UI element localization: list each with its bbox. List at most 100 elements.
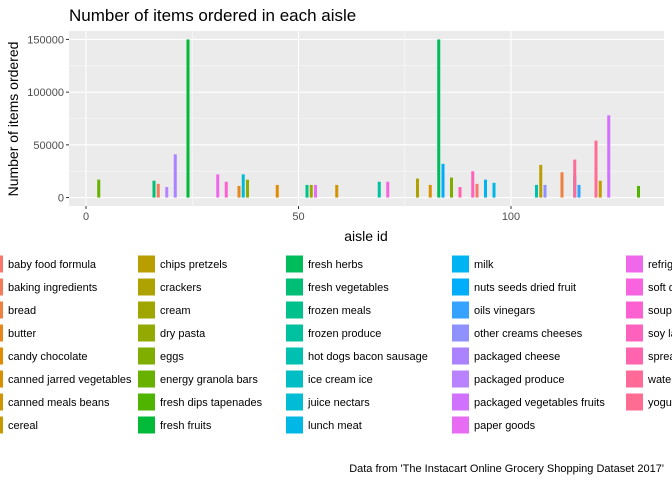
legend-label: frozen meals [308, 305, 371, 317]
legend-key [286, 347, 303, 365]
legend-key [286, 278, 303, 296]
bar-paper-goods [314, 184, 317, 198]
legend-key [626, 301, 643, 319]
bars [97, 39, 640, 198]
legend-label: hot dogs bacon sausage [308, 351, 428, 363]
bar-soy-lactosefree [471, 171, 475, 198]
legend-label: frozen produce [308, 328, 381, 340]
legend-key [286, 255, 303, 273]
legend-key [452, 416, 469, 434]
legend-label: baby food formula [8, 259, 97, 271]
bar-other-creams-cheeses [543, 184, 547, 198]
bar-canned-jarred-vegetables [428, 184, 432, 198]
bar-water-seltzer-sparkling-water [573, 159, 577, 198]
bar-spreads [458, 187, 462, 198]
legend-label: eggs [160, 351, 184, 363]
bar-soup-broth-bouillon [224, 181, 228, 198]
x-tick-label: 50 [292, 211, 304, 223]
legend-label: lunch meat [308, 420, 362, 432]
bar-eggs [450, 177, 453, 198]
legend-label: yogurt [648, 397, 672, 409]
bar-baby-food-formula [475, 183, 479, 198]
legend-key [0, 370, 3, 388]
legend-label: packaged produce [474, 374, 565, 386]
legend-label: soup broth bouillon [648, 305, 672, 317]
legend-key [452, 370, 469, 388]
y-tick-label: 100000 [27, 87, 64, 99]
legend-key [626, 278, 643, 296]
legend-key [138, 324, 155, 342]
legend-label: juice nectars [307, 397, 370, 409]
bar-butter [237, 185, 241, 198]
bar-cream [309, 184, 313, 198]
legend-label: fresh vegetables [308, 282, 389, 294]
legend-label: other creams cheeses [474, 328, 583, 340]
bar-frozen-produce [377, 181, 381, 198]
legend-label: fresh dips tapenades [160, 397, 263, 409]
legend-key [452, 347, 469, 365]
legend-key [452, 255, 469, 273]
legend-label: packaged cheese [474, 351, 560, 363]
legend-key [452, 278, 469, 296]
legend-label: fresh herbs [308, 259, 364, 271]
legend-key [626, 393, 643, 411]
axes: 0 50 100 0 50000 100000 150000 [27, 34, 520, 223]
legend-label: soft drinks [648, 282, 672, 294]
legend-key [452, 324, 469, 342]
legend-label: cereal [8, 420, 38, 432]
legend-key [138, 370, 155, 388]
bar-frozen-meals [305, 184, 309, 198]
legend-label: soy lactosefree [648, 328, 672, 340]
bar-yogurt [594, 140, 598, 198]
legend-label: refrigerated [648, 259, 672, 271]
y-tick-label: 0 [58, 193, 64, 205]
legend-key [286, 370, 303, 388]
bar-packaged-produce [165, 187, 169, 198]
bar-energy-granola-bars [97, 179, 101, 198]
x-axis-title: aisle id [344, 228, 388, 244]
legend-key [452, 301, 469, 319]
bar-lunch-meat [492, 182, 496, 198]
x-tick-label: 100 [502, 211, 520, 223]
legend-key [138, 393, 155, 411]
legend-label: paper goods [474, 420, 536, 432]
legend-key [0, 301, 3, 319]
bar-nuts-seeds-dried-fruit [441, 163, 445, 198]
legend-key [138, 278, 155, 296]
legend-key [626, 370, 643, 388]
legend-key [0, 393, 3, 411]
legend-label: butter [8, 328, 36, 340]
bar-fresh-vegetables [152, 180, 156, 198]
bar-fresh-dips-tapenades [637, 185, 640, 198]
legend-label: baking ingredients [8, 282, 98, 294]
bar-oils-vinegars [577, 184, 581, 198]
legend-key [452, 393, 469, 411]
bar-candy-chocolate [275, 184, 279, 198]
x-tick-label: 0 [83, 211, 89, 223]
legend-key [286, 416, 303, 434]
legend-key [138, 416, 155, 434]
legend-label: energy granola bars [160, 374, 258, 386]
legend-key [626, 324, 643, 342]
bar-refrigerated [216, 174, 220, 198]
bar-packaged-cheese [173, 154, 177, 198]
legend-label: candy chocolate [8, 351, 88, 363]
legend-key [626, 347, 643, 365]
bar-bread [560, 172, 564, 198]
legend-key [286, 301, 303, 319]
y-axis-title: Number of items ordered [5, 42, 21, 197]
bar-dry-pasta [246, 179, 249, 198]
legend-label: dry pasta [160, 328, 206, 340]
legend-key [286, 393, 303, 411]
legend-key [0, 416, 3, 434]
legend-label: packaged vegetables fruits [474, 397, 605, 409]
y-tick-label: 50000 [33, 140, 64, 152]
bar-chips-pretzels [539, 164, 543, 198]
legend-label: chips pretzels [160, 259, 228, 271]
legend-key [0, 324, 3, 342]
bar-soft-drinks [386, 181, 390, 198]
legend-key [0, 278, 3, 296]
legend-label: milk [474, 259, 494, 271]
legend-label: ice cream ice [308, 374, 373, 386]
